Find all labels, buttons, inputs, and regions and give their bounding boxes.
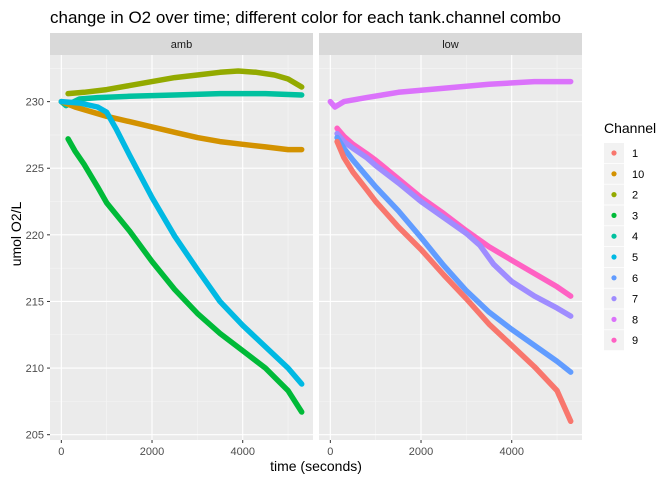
legend-item-10: 10	[604, 163, 644, 184]
legend-swatch	[611, 233, 617, 239]
facet-strip-label: amb	[171, 39, 192, 51]
facet-panel-low: low	[319, 33, 582, 440]
series-channel-1	[334, 138, 574, 425]
legend-swatch	[611, 316, 617, 322]
legend-label: 4	[632, 231, 638, 243]
legend-swatch	[611, 150, 617, 156]
legend-item-8: 8	[604, 309, 638, 330]
series-channel-8	[327, 78, 574, 110]
series-channel-10	[58, 98, 305, 153]
y-axis: 205 210 215 220 225 230	[26, 97, 50, 442]
y-tick-label: 225	[26, 163, 44, 175]
legend-item-9: 9	[604, 330, 638, 351]
series-channel-5	[58, 98, 305, 387]
series-channel-7	[334, 130, 574, 319]
x-axis: 0 2000 4000 0 2000 4000	[58, 440, 524, 458]
x-tick-label: 0	[327, 446, 333, 458]
legend-item-6: 6	[604, 267, 638, 288]
legend-label: 9	[632, 335, 638, 347]
series-channel-6	[334, 134, 574, 375]
legend-swatch	[611, 337, 617, 343]
legend-label: 7	[632, 294, 638, 306]
legend-label: 1	[632, 148, 638, 160]
legend-label: 10	[632, 169, 644, 181]
facet-strip	[50, 33, 313, 55]
legend-swatch	[611, 275, 617, 281]
legend-item-5: 5	[604, 247, 638, 267]
legend-item-1: 1	[604, 143, 638, 163]
legend-item-2: 2	[604, 184, 638, 205]
x-tick-label: 0	[58, 446, 64, 458]
x-tick-label: 2000	[409, 446, 433, 458]
facet-panel-amb: amb	[50, 33, 313, 440]
panel-background	[319, 55, 582, 440]
facet-strip-label: low	[442, 39, 459, 51]
y-tick-label: 205	[26, 430, 44, 442]
legend-label: 8	[632, 314, 638, 326]
legend-item-4: 4	[604, 226, 638, 247]
y-tick-label: 215	[26, 296, 44, 308]
legend-swatch	[611, 254, 617, 260]
legend-label: 5	[632, 252, 638, 264]
series-channel-3	[65, 136, 305, 415]
legend-label: 6	[632, 273, 638, 285]
chart-title: change in O2 over time; different color …	[50, 8, 561, 27]
legend-label: 2	[632, 190, 638, 202]
facet-strip	[319, 33, 582, 55]
y-tick-label: 210	[26, 363, 44, 375]
y-axis-title: umol O2/L	[8, 201, 24, 266]
x-axis-title: time (seconds)	[270, 458, 362, 474]
legend: Channel 1 10 2 3 4 5 6 7 8 9	[604, 120, 656, 351]
legend-item-3: 3	[604, 205, 638, 226]
y-tick-label: 230	[26, 97, 44, 109]
legend-item-7: 7	[604, 288, 638, 309]
legend-swatch	[611, 212, 617, 218]
series-channel-2	[65, 68, 305, 97]
x-tick-label: 4000	[230, 446, 254, 458]
facet-panels: amb low	[50, 33, 582, 440]
legend-swatch	[611, 296, 617, 302]
y-tick-label: 220	[26, 230, 44, 242]
x-tick-label: 4000	[499, 446, 523, 458]
legend-label: 3	[632, 210, 638, 222]
legend-swatch	[611, 171, 617, 177]
legend-swatch	[611, 192, 617, 198]
x-tick-label: 2000	[140, 446, 164, 458]
series-channel-9	[334, 125, 574, 299]
legend-title: Channel	[604, 120, 656, 136]
